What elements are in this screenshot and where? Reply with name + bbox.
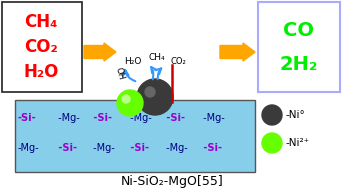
Bar bbox=[15, 100, 255, 172]
Text: -Ni²⁺: -Ni²⁺ bbox=[285, 138, 309, 148]
Text: -Mg-: -Mg- bbox=[200, 113, 225, 123]
Text: CH₄: CH₄ bbox=[24, 13, 58, 31]
Text: CO₂: CO₂ bbox=[24, 38, 58, 56]
Text: CO₂: CO₂ bbox=[170, 57, 186, 67]
Text: OH: OH bbox=[114, 67, 126, 81]
Text: -Ni°: -Ni° bbox=[285, 110, 305, 120]
Circle shape bbox=[262, 105, 282, 125]
Text: -Si-: -Si- bbox=[163, 113, 185, 123]
FancyArrow shape bbox=[220, 43, 255, 61]
Text: -Si-: -Si- bbox=[127, 143, 149, 153]
Text: -Si-: -Si- bbox=[200, 143, 222, 153]
Circle shape bbox=[145, 87, 155, 97]
Text: -Si-: -Si- bbox=[18, 113, 36, 123]
Text: -Mg-: -Mg- bbox=[55, 113, 80, 123]
Text: Ni-SiO₂-MgO[55]: Ni-SiO₂-MgO[55] bbox=[121, 176, 223, 188]
Text: CO: CO bbox=[283, 20, 314, 40]
Text: 2H₂: 2H₂ bbox=[280, 56, 318, 74]
FancyArrow shape bbox=[84, 43, 116, 61]
Circle shape bbox=[122, 95, 130, 103]
Circle shape bbox=[262, 133, 282, 153]
Text: -Si-: -Si- bbox=[90, 113, 112, 123]
Circle shape bbox=[117, 90, 143, 116]
Circle shape bbox=[137, 79, 173, 115]
Text: -Mg-: -Mg- bbox=[163, 143, 188, 153]
FancyBboxPatch shape bbox=[258, 2, 340, 92]
Text: CH₄: CH₄ bbox=[149, 53, 165, 63]
Text: -Si-: -Si- bbox=[55, 143, 77, 153]
FancyBboxPatch shape bbox=[2, 2, 82, 92]
Text: H₂O: H₂O bbox=[124, 57, 142, 67]
Text: -Mg-: -Mg- bbox=[90, 143, 115, 153]
Text: H₂O: H₂O bbox=[23, 63, 59, 81]
Text: -Mg-: -Mg- bbox=[127, 113, 152, 123]
Text: -Mg-: -Mg- bbox=[18, 143, 40, 153]
